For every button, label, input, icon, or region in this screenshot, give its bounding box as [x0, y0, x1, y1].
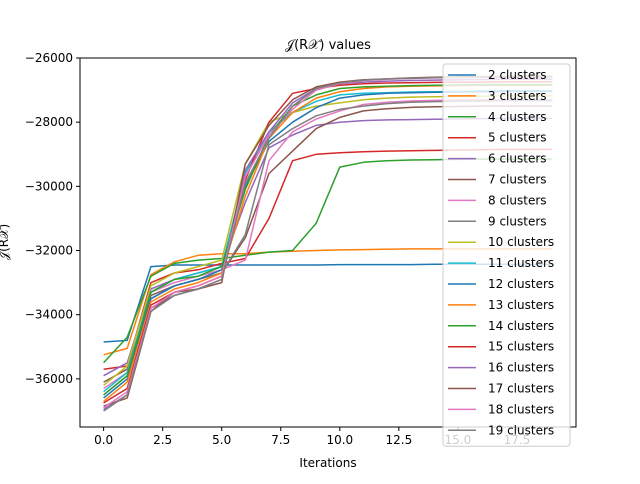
chart-title: 𝒥(R𝒳) values [285, 38, 371, 53]
legend-entry: 19 clusters [488, 423, 554, 437]
x-tick-label: 10.0 [326, 433, 353, 447]
y-tick-label: −34000 [25, 308, 73, 322]
legend: 2 clusters 3 clusters 4 clusters 5 clusters… [442, 63, 571, 447]
x-tick-label: 0.0 [94, 433, 113, 447]
legend-entry: 7 clusters [488, 173, 547, 187]
legend-entry: 16 clusters [488, 361, 554, 375]
y-tick-label: −32000 [25, 244, 73, 258]
legend-entry: 9 clusters [488, 214, 547, 228]
x-tick-label: 2.5 [153, 433, 172, 447]
x-tick-label: 5.0 [212, 433, 231, 447]
legend-entry: 4 clusters [488, 110, 547, 124]
x-tick-label: 12.5 [385, 433, 412, 447]
y-tick-label: −36000 [25, 372, 73, 386]
legend-entry: 17 clusters [488, 382, 554, 396]
legend-entry: 3 clusters [488, 89, 547, 103]
legend-entry: 12 clusters [488, 277, 554, 291]
legend-entry: 5 clusters [488, 131, 547, 145]
x-tick-label: 7.5 [271, 433, 290, 447]
legend-entry: 2 clusters [488, 68, 547, 82]
legend-entry: 18 clusters [488, 402, 554, 416]
y-tick-label: −26000 [25, 51, 73, 65]
x-axis-label: Iterations [299, 456, 356, 470]
y-axis-ticks: −36000 −34000 −32000 −30000 −28000 −26000 [25, 51, 80, 386]
y-axis-label: 𝒥(R𝒳) [0, 224, 11, 260]
legend-entry: 15 clusters [488, 340, 554, 354]
legend-entry: 14 clusters [488, 319, 554, 333]
legend-entry: 11 clusters [488, 256, 554, 270]
legend-entry: 8 clusters [488, 193, 547, 207]
plot-frame [79, 57, 577, 428]
y-tick-label: −30000 [25, 179, 73, 193]
legend-entry: 6 clusters [488, 152, 547, 166]
legend-entry: 10 clusters [488, 235, 554, 249]
y-tick-label: −28000 [25, 115, 73, 129]
legend-entry: 13 clusters [488, 298, 554, 312]
legend-box [442, 63, 571, 447]
